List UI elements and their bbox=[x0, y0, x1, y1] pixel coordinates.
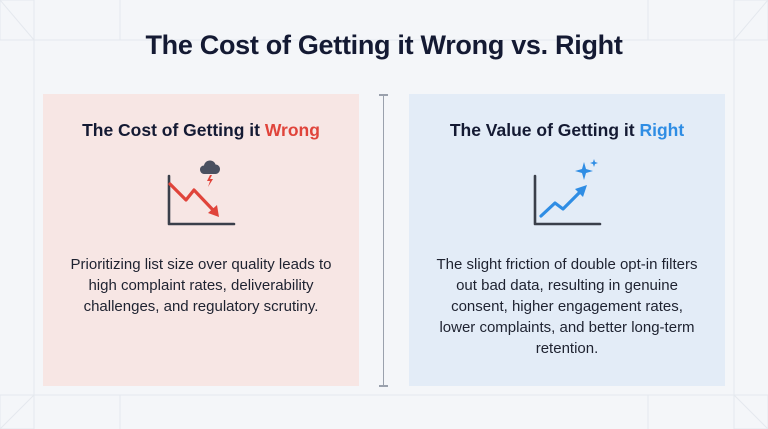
panel-heading-right: The Value of Getting it Right bbox=[409, 120, 725, 141]
cost-of-wrong-panel: The Cost of Getting it Wrong Prioritizin… bbox=[43, 94, 359, 386]
heading-prefix: The Cost of Getting it bbox=[82, 120, 265, 140]
page-title: The Cost of Getting it Wrong vs. Right bbox=[145, 30, 623, 60]
divider-cap-top bbox=[379, 94, 388, 96]
panel-heading-wrong: The Cost of Getting it Wrong bbox=[43, 120, 359, 141]
heading-prefix: The Value of Getting it bbox=[449, 120, 640, 140]
divider-cap-bottom bbox=[379, 385, 388, 387]
heading-accent-right: Right bbox=[639, 120, 685, 140]
declining-chart-with-storm-cloud-icon bbox=[167, 160, 236, 226]
panel-body-right: The slight friction of double opt-in fil… bbox=[436, 256, 698, 357]
panel-divider bbox=[383, 94, 384, 386]
rising-chart-with-sparkle-icon bbox=[533, 159, 602, 226]
value-of-right-panel: The Value of Getting it Right The slight… bbox=[409, 94, 725, 386]
heading-accent-wrong: Wrong bbox=[264, 120, 320, 140]
panel-body-wrong: Prioritizing list size over quality lead… bbox=[70, 256, 332, 315]
